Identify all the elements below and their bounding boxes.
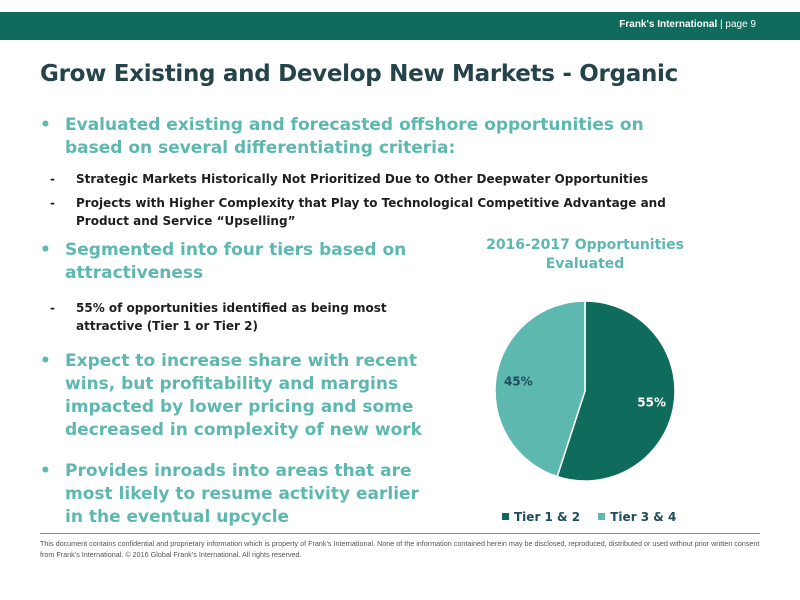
pie-chart: 55% 45% — [494, 300, 676, 482]
legend-label: Tier 3 & 4 — [610, 510, 677, 524]
pie-slice-tier-1-2 — [556, 300, 676, 482]
subbullet-marker: - — [50, 196, 55, 210]
bullet-text: Expect to increase share with recent win… — [65, 351, 422, 440]
subbullet-marker: - — [50, 301, 55, 315]
chart-legend: Tier 1 & 2 Tier 3 & 4 — [502, 510, 690, 524]
header-bar: Frank's International | page 9 — [0, 12, 800, 40]
confidentiality-notice: This document contains confidential and … — [40, 539, 760, 559]
subbullet-text: Strategic Markets Historically Not Prior… — [76, 172, 649, 186]
bullet-2: • Segmented into four tiers based on att… — [40, 239, 420, 285]
bullet-text: Segmented into four tiers based on attra… — [65, 240, 407, 283]
bullet-4: • Provides inroads into areas that are m… — [40, 460, 420, 529]
legend-item-tier-1-2: Tier 1 & 2 — [502, 510, 580, 524]
subbullet-text: Projects with Higher Complexity that Pla… — [76, 196, 666, 228]
subbullet-1: - Strategic Markets Historically Not Pri… — [50, 170, 690, 188]
company-name: Frank's International — [619, 19, 718, 30]
bullet-text: Provides inroads into areas that are mos… — [65, 461, 419, 527]
bullet-marker: • — [40, 115, 51, 135]
bullet-marker: • — [40, 461, 51, 481]
pie-slice-tier-3-4 — [494, 300, 586, 478]
page-number: page 9 — [725, 19, 756, 30]
chart-title: 2016-2017 Opportunities Evaluated — [486, 237, 684, 272]
legend-item-tier-3-4: Tier 3 & 4 — [598, 510, 676, 524]
bullet-marker: • — [40, 351, 51, 371]
pie-label-tier-3-4: 45% — [504, 374, 533, 388]
header-text: Frank's International | page 9 — [619, 19, 756, 30]
bullet-3: • Expect to increase share with recent w… — [40, 350, 425, 442]
legend-swatch — [598, 513, 606, 520]
pie-label-tier-1-2: 55% — [637, 396, 666, 410]
bullet-1: • Evaluated existing and forecasted offs… — [40, 114, 680, 160]
subbullet-text: 55% of opportunities identified as being… — [76, 301, 387, 333]
legend-label: Tier 1 & 2 — [514, 510, 581, 524]
bullet-marker: • — [40, 240, 51, 260]
subbullet-marker: - — [50, 172, 55, 186]
legend-swatch — [502, 513, 509, 520]
header-separator: | — [720, 19, 723, 30]
bullet-text: Evaluated existing and forecasted offsho… — [65, 115, 644, 158]
slide-title: Grow Existing and Develop New Markets - … — [40, 61, 678, 87]
subbullet-3: - 55% of opportunities identified as bei… — [50, 299, 420, 335]
footer-divider — [40, 533, 760, 534]
subbullet-2: - Projects with Higher Complexity that P… — [50, 194, 690, 230]
